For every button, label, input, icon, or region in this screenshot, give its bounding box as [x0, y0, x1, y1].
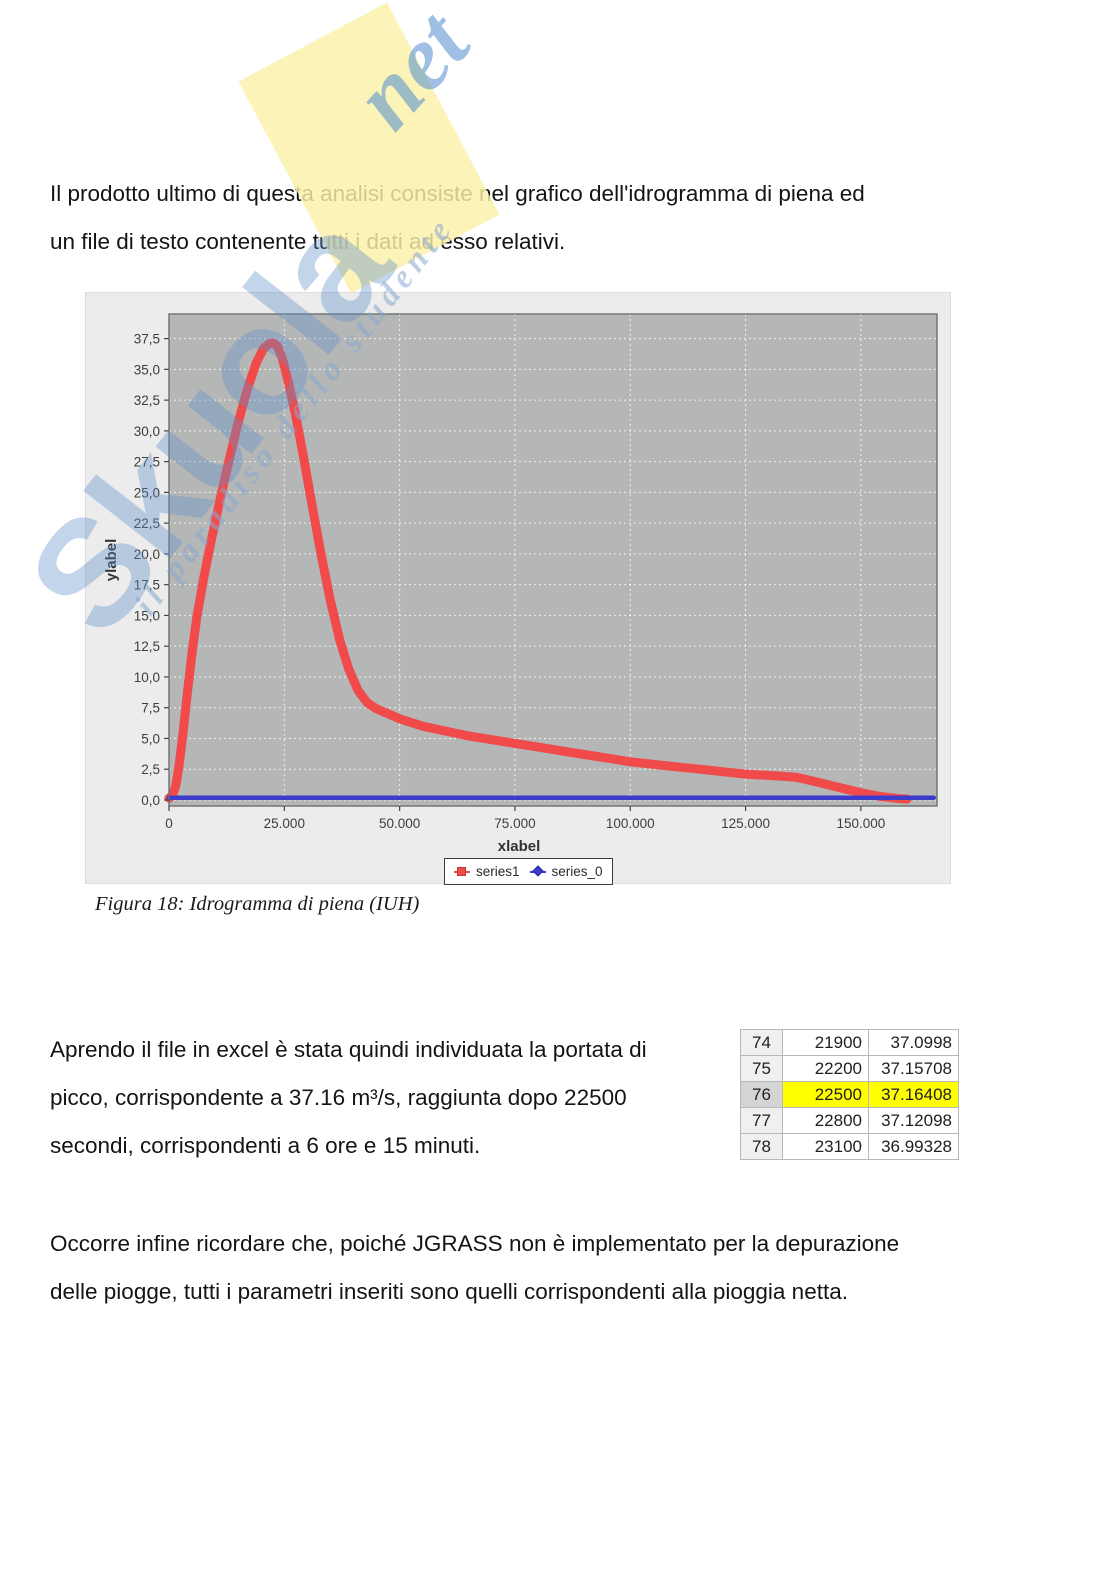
paragraph-peak: Aprendo il file in excel è stata quindi … — [50, 1026, 647, 1170]
legend-label-series1: series1 — [476, 864, 520, 879]
row-number-cell: 78 — [740, 1133, 783, 1160]
value-cell: 36.99328 — [868, 1133, 959, 1160]
x-axis-title: xlabel — [498, 838, 541, 855]
y-axis-title: ylabel — [103, 539, 120, 582]
row-number-cell: 74 — [740, 1029, 783, 1056]
paragraph-intro-line-1: Il prodotto ultimo di questa analisi con… — [50, 181, 865, 206]
paragraph-intro-line-2: un file di testo contenente tutti i dati… — [50, 229, 566, 254]
series1-marker-icon — [454, 866, 470, 876]
y-tick-label: 10,0 — [134, 670, 160, 685]
paragraph-peak-line-1: Aprendo il file in excel è stata quindi … — [50, 1037, 647, 1062]
table-row: 74 21900 37.0998 — [740, 1029, 959, 1056]
value-cell: 22500 — [782, 1081, 869, 1108]
x-tick-label: 75.000 — [494, 816, 535, 831]
paragraph-note-line-1: Occorre infine ricordare che, poiché JGR… — [50, 1231, 900, 1256]
row-number-cell: 77 — [740, 1107, 783, 1134]
x-tick-label: 0 — [165, 816, 173, 831]
x-tick-label: 50.000 — [379, 816, 420, 831]
paragraph-peak-line-2: picco, corrispondente a 37.16 m³/s, ragg… — [50, 1085, 627, 1110]
y-tick-label: 7,5 — [141, 701, 160, 716]
y-tick-label: 37,5 — [134, 332, 160, 347]
y-tick-label: 22,5 — [134, 516, 160, 531]
value-cell: 37.12098 — [868, 1107, 959, 1134]
chart-legend: series1 series_0 — [444, 858, 613, 885]
y-tick-label: 12,5 — [134, 639, 160, 654]
value-cell: 37.15708 — [868, 1055, 959, 1082]
x-tick-label: 125.000 — [721, 816, 770, 831]
legend-item-series1: series1 — [454, 864, 520, 879]
value-cell: 21900 — [782, 1029, 869, 1056]
y-tick-label: 30,0 — [134, 424, 160, 439]
y-tick-label: 5,0 — [141, 731, 160, 746]
table-row: 78 23100 36.99328 — [740, 1133, 959, 1160]
y-tick-label: 20,0 — [134, 547, 160, 562]
row-number-cell: 75 — [740, 1055, 783, 1082]
value-cell: 37.16408 — [868, 1081, 959, 1108]
paragraph-note-line-2: delle piogge, tutti i parametri inseriti… — [50, 1279, 848, 1304]
y-tick-label: 0,0 — [141, 793, 160, 808]
table-row: 76 22500 37.16408 — [740, 1081, 959, 1108]
legend-label-series0: series_0 — [551, 864, 603, 879]
watermark-brand-suffix: net — [333, 0, 488, 148]
y-tick-label: 25,0 — [134, 485, 160, 500]
row-number-cell: 76 — [740, 1081, 783, 1108]
hydrograph-chart: 0,0 2,5 5,0 7,5 10,0 12,5 15,0 17,5 20,0 22,5 25,0… — [85, 292, 951, 885]
paragraph-note: Occorre infine ricordare che, poiché JGR… — [50, 1220, 899, 1316]
legend-item-series0: series_0 — [529, 864, 603, 879]
figure-caption: Figura 18: Idrogramma di piena (IUH) — [95, 893, 420, 915]
value-cell: 22800 — [782, 1107, 869, 1134]
y-tick-label: 32,5 — [134, 393, 160, 408]
y-tick-label: 15,0 — [134, 608, 160, 623]
value-cell: 22200 — [782, 1055, 869, 1082]
series0-marker-icon — [529, 865, 546, 877]
series-line-series1 — [164, 338, 912, 804]
table-row: 75 22200 37.15708 — [740, 1055, 959, 1082]
y-tick-label: 27,5 — [134, 455, 160, 470]
x-tick-label: 100.000 — [606, 816, 655, 831]
value-cell: 23100 — [782, 1133, 869, 1160]
x-tick-label: 150.000 — [836, 816, 885, 831]
y-tick-label: 35,0 — [134, 362, 160, 377]
table-row: 77 22800 37.12098 — [740, 1107, 959, 1134]
paragraph-intro: Il prodotto ultimo di questa analisi con… — [50, 170, 865, 266]
plot-area — [169, 314, 937, 806]
plot-border — [168, 313, 938, 807]
x-tick-label: 25.000 — [264, 816, 305, 831]
paragraph-peak-line-3: secondi, corrispondenti a 6 ore e 15 min… — [50, 1133, 481, 1158]
y-tick-label: 2,5 — [141, 762, 160, 777]
y-tick-label: 17,5 — [134, 578, 160, 593]
excel-data-table: 74 21900 37.0998 75 22200 37.15708 76 22500 37.1… — [740, 1029, 959, 1160]
value-cell: 37.0998 — [868, 1029, 959, 1056]
hydrograph-plot: 0,0 2,5 5,0 7,5 10,0 12,5 15,0 17,5 20,0 22,5 25,0… — [103, 313, 938, 855]
